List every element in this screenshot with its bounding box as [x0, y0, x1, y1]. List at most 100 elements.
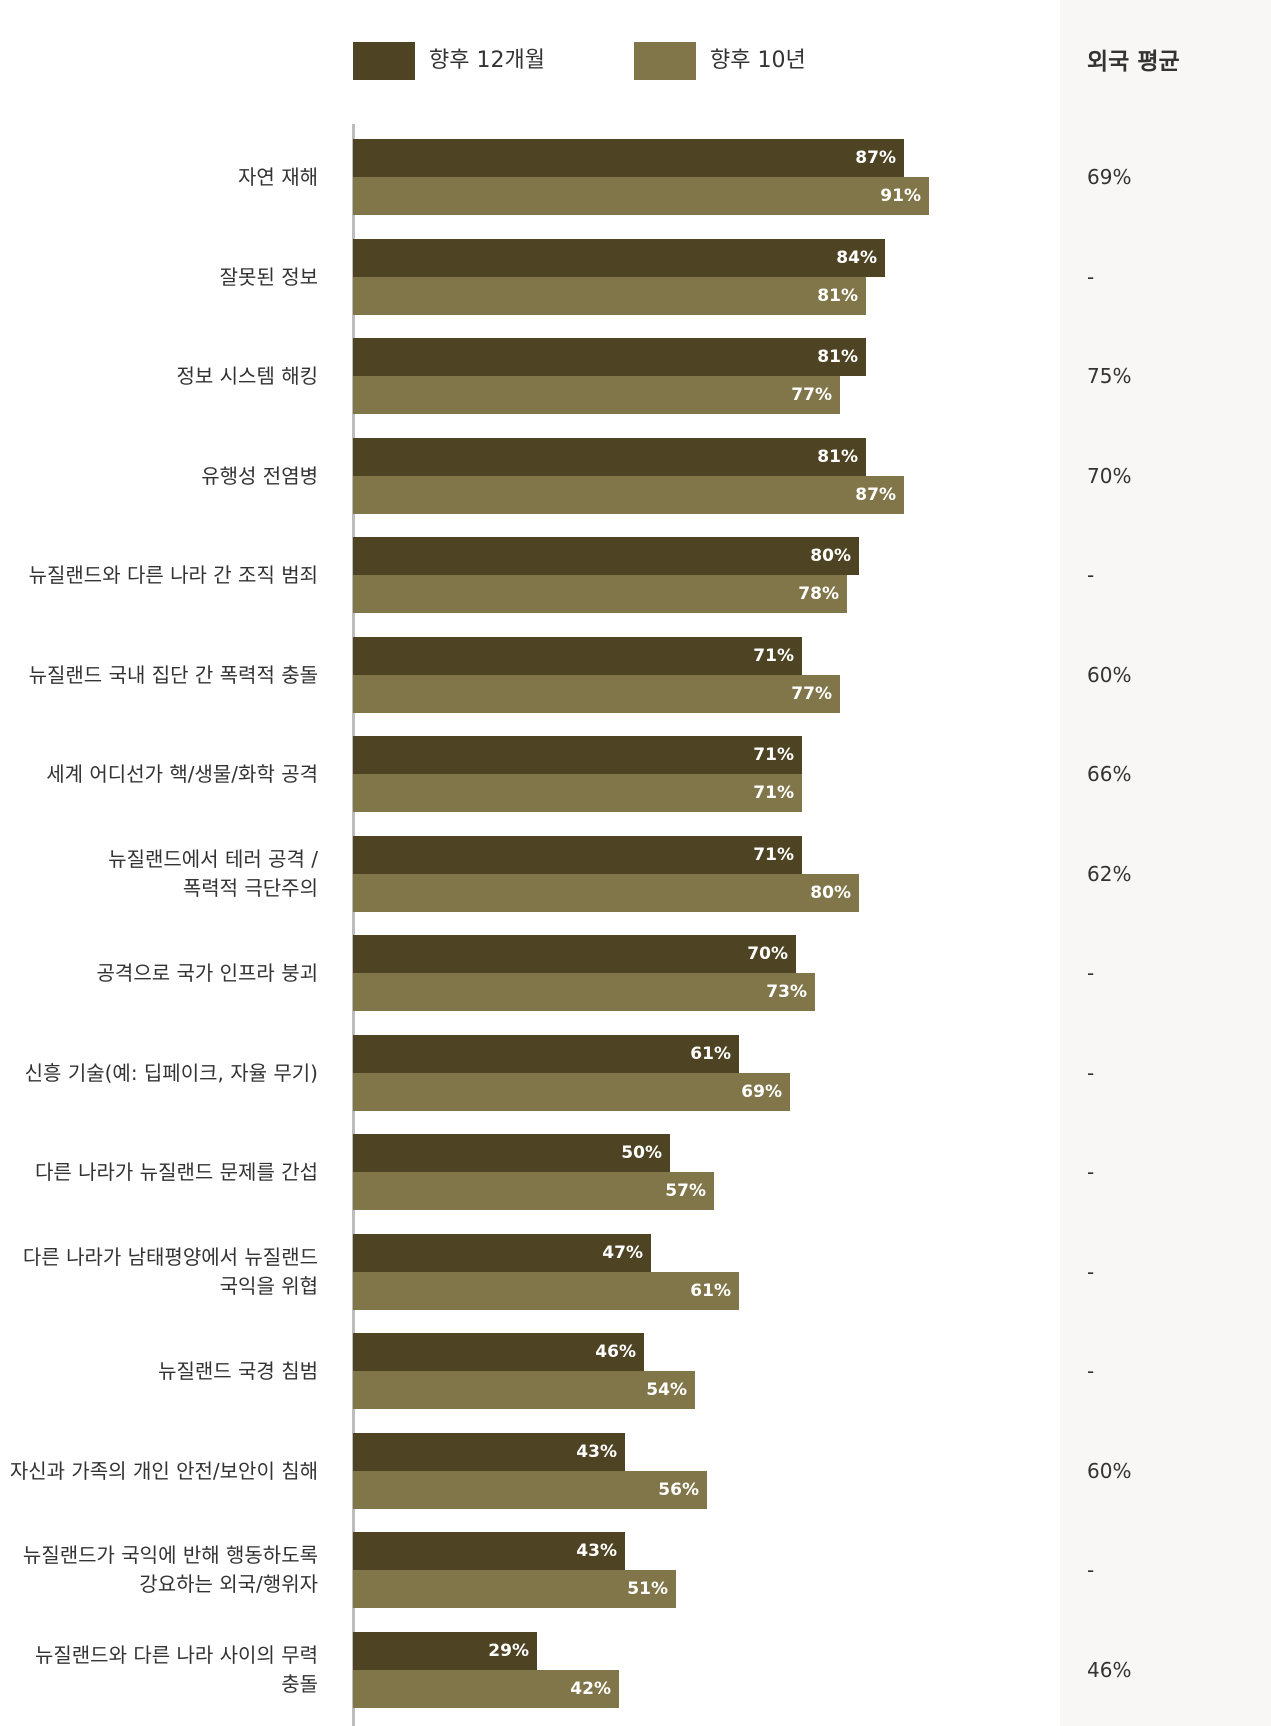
value-label-10-years: 61%: [690, 1281, 731, 1301]
category-label: 잘못된 정보: [219, 264, 318, 289]
bar-10-years: [353, 973, 815, 1011]
value-label-10-years: 91%: [880, 186, 921, 206]
foreign-average-value: 75%: [1087, 364, 1132, 388]
bar-12-months: [353, 736, 802, 774]
category-label: 자신과 가족의 개인 안전/보안이 침해: [9, 1458, 318, 1483]
bar-12-months: [353, 1234, 651, 1272]
bar-12-months: [353, 1333, 644, 1371]
value-label-10-years: 69%: [741, 1082, 782, 1102]
bar-12-months: [353, 139, 904, 177]
value-label-12-months: 46%: [595, 1342, 636, 1362]
category-label: 다른 나라가 뉴질랜드 문제를 간섭: [34, 1159, 318, 1184]
foreign-average-value: 66%: [1087, 762, 1132, 786]
value-label-12-months: 80%: [810, 546, 851, 566]
category-label: 뉴질랜드 국내 집단 간 폭력적 충돌: [28, 662, 318, 687]
value-label-10-years: 54%: [646, 1380, 687, 1400]
value-label-10-years: 77%: [791, 385, 832, 405]
value-label-10-years: 57%: [665, 1181, 706, 1201]
bar-12-months: [353, 1632, 537, 1670]
foreign-average-value: -: [1087, 265, 1095, 289]
bar-12-months: [353, 836, 802, 874]
bar-10-years: [353, 1371, 695, 1409]
legend-swatch-10-years: [634, 42, 696, 80]
bar-10-years: [353, 277, 866, 315]
value-label-10-years: 87%: [855, 485, 896, 505]
category-label: 공격으로 국가 인프라 붕괴: [96, 960, 318, 985]
value-label-10-years: 42%: [570, 1679, 611, 1699]
bar-10-years: [353, 1570, 676, 1608]
value-label-12-months: 70%: [747, 944, 788, 964]
foreign-average-value: 46%: [1087, 1658, 1132, 1682]
bar-10-years: [353, 675, 840, 713]
bar-10-years: [353, 376, 840, 414]
bar-10-years: [353, 774, 802, 812]
foreign-average-value: -: [1087, 1260, 1095, 1284]
category-label: 뉴질랜드가 국익에 반해 행동하도록 강요하는 외국/행위자: [22, 1543, 318, 1596]
value-label-12-months: 81%: [817, 447, 858, 467]
value-label-12-months: 43%: [576, 1442, 617, 1462]
category-label: 자연 재해: [238, 164, 318, 189]
bar-12-months: [353, 338, 866, 376]
value-label-12-months: 43%: [576, 1541, 617, 1561]
category-label: 세계 어디선가 핵/생물/화학 공격: [46, 761, 318, 786]
value-label-12-months: 50%: [621, 1143, 662, 1163]
foreign-average-value: 62%: [1087, 862, 1132, 886]
value-label-12-months: 81%: [817, 347, 858, 367]
category-label: 뉴질랜드에서 테러 공격 / 폭력적 극단주의: [108, 847, 318, 900]
value-label-10-years: 81%: [817, 286, 858, 306]
foreign-average-value: -: [1087, 961, 1095, 985]
y-axis-line: [352, 124, 355, 1726]
bar-12-months: [353, 1532, 625, 1570]
foreign-average-value: 70%: [1087, 464, 1132, 488]
category-label: 신흥 기술(예: 딥페이크, 자율 무기): [24, 1060, 318, 1085]
value-label-12-months: 61%: [690, 1044, 731, 1064]
foreign-average-value: 60%: [1087, 663, 1132, 687]
value-label-12-months: 71%: [753, 845, 794, 865]
value-label-10-years: 77%: [791, 684, 832, 704]
bar-12-months: [353, 438, 866, 476]
category-label: 정보 시스템 해킹: [176, 363, 318, 388]
value-label-10-years: 73%: [766, 982, 807, 1002]
foreign-average-value: -: [1087, 1061, 1095, 1085]
legend-label-12-months: 향후 12개월: [429, 48, 545, 73]
value-label-12-months: 29%: [488, 1641, 529, 1661]
value-label-12-months: 87%: [855, 148, 896, 168]
value-label-12-months: 71%: [753, 745, 794, 765]
foreign-average-value: -: [1087, 1558, 1095, 1582]
bar-10-years: [353, 1670, 619, 1708]
foreign-average-value: -: [1087, 563, 1095, 587]
bar-12-months: [353, 1134, 670, 1172]
bar-10-years: [353, 476, 904, 514]
value-label-10-years: 78%: [798, 584, 839, 604]
bar-12-months: [353, 637, 802, 675]
bar-12-months: [353, 239, 885, 277]
bar-12-months: [353, 1433, 625, 1471]
bar-10-years: [353, 1073, 790, 1111]
bar-10-years: [353, 177, 929, 215]
legend-swatch-12-months: [353, 42, 415, 80]
value-label-10-years: 71%: [753, 783, 794, 803]
category-label: 뉴질랜드와 다른 나라 간 조직 범죄: [28, 562, 318, 587]
category-label: 뉴질랜드와 다른 나라 사이의 무력 충돌: [34, 1643, 318, 1696]
value-label-10-years: 56%: [658, 1480, 699, 1500]
foreign-average-value: 69%: [1087, 165, 1132, 189]
bar-12-months: [353, 1035, 739, 1073]
bar-10-years: [353, 1272, 739, 1310]
value-label-12-months: 84%: [836, 248, 877, 268]
value-label-12-months: 47%: [602, 1243, 643, 1263]
value-label-12-months: 71%: [753, 646, 794, 666]
legend-label-10-years: 향후 10년: [710, 48, 806, 73]
bar-10-years: [353, 1471, 707, 1509]
foreign-average-title: 외국 평균: [1087, 49, 1180, 75]
bar-10-years: [353, 874, 859, 912]
value-label-10-years: 51%: [627, 1579, 668, 1599]
category-label: 유행성 전염병: [201, 463, 318, 488]
value-label-10-years: 80%: [810, 883, 851, 903]
bar-10-years: [353, 575, 847, 613]
category-label: 다른 나라가 남태평양에서 뉴질랜드 국익을 위협: [22, 1245, 318, 1298]
foreign-average-value: -: [1087, 1160, 1095, 1184]
bar-12-months: [353, 537, 859, 575]
foreign-average-value: 60%: [1087, 1459, 1132, 1483]
category-label: 뉴질랜드 국경 침범: [158, 1358, 318, 1383]
